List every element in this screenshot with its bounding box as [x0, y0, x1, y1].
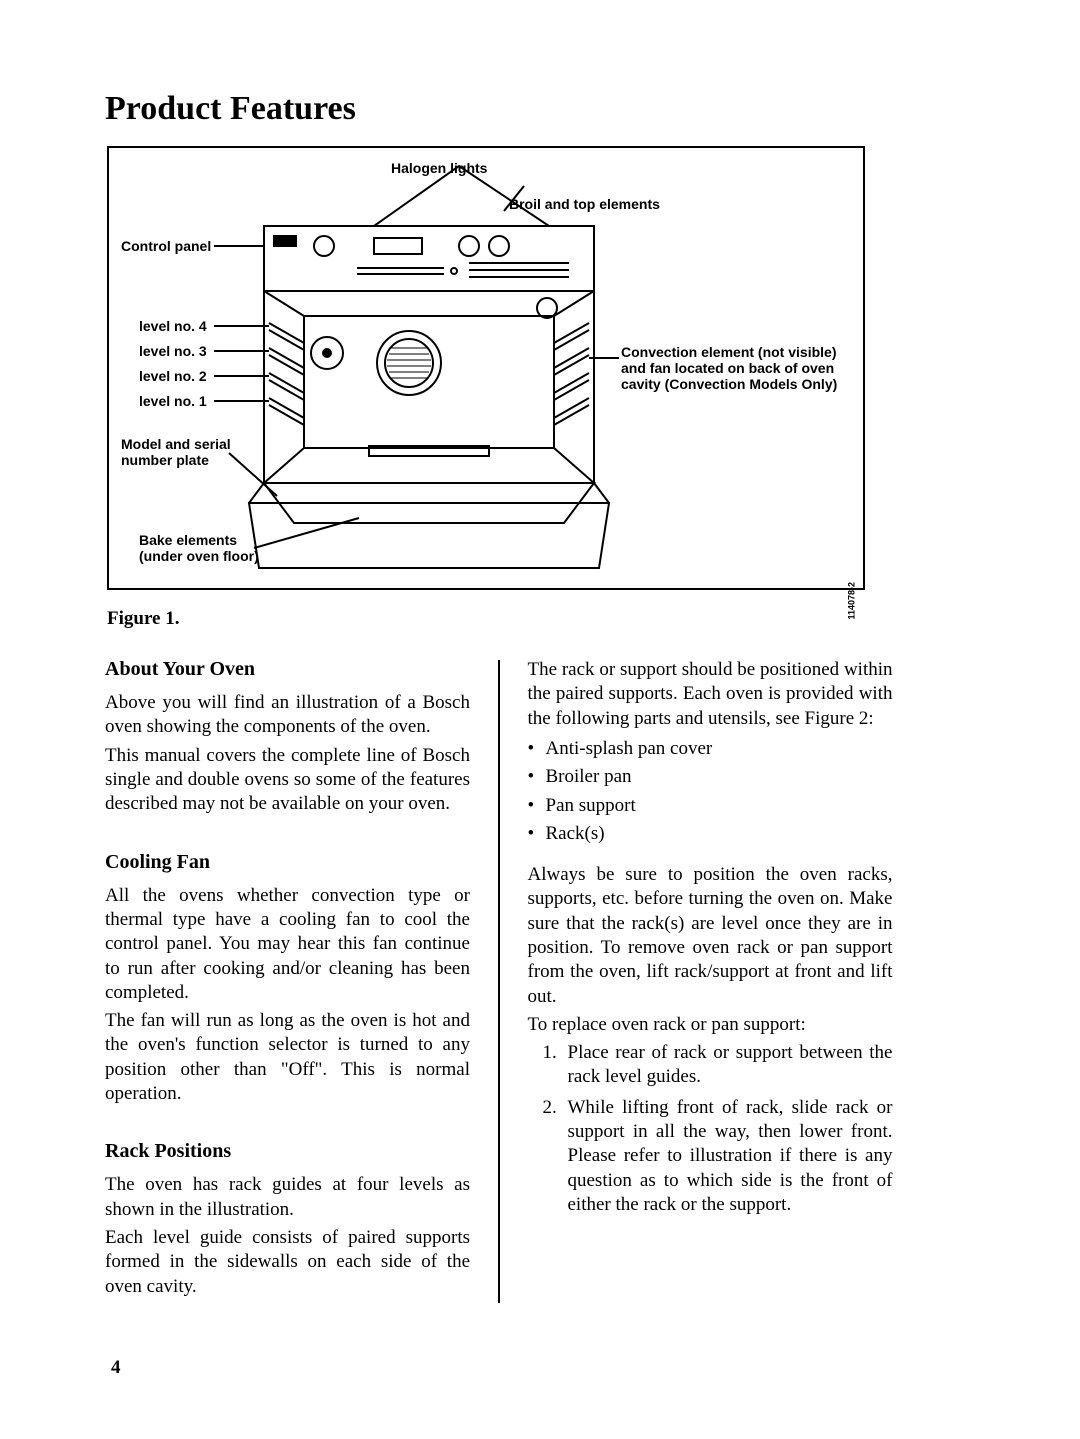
list-item: Place rear of rack or support between th… [562, 1041, 893, 1090]
replace-steps: Place rear of rack or support between th… [528, 1041, 893, 1217]
about-p1: Above you will find an illustration of a… [105, 691, 470, 740]
page: Product Features [0, 0, 1080, 1439]
label-model1: Model and serial [121, 436, 231, 453]
label-lvl4: level no. 4 [139, 318, 207, 335]
parts-list: Anti-splash pan cover Broiler pan Pan su… [528, 735, 893, 849]
figure-side-number: 114078-2 [847, 582, 857, 620]
figure-1: Halogen lights Broil and top elements Co… [107, 146, 865, 590]
page-number: 4 [111, 1357, 970, 1379]
figure-caption: Figure 1. [107, 608, 970, 630]
heading-rack: Rack Positions [105, 1140, 470, 1163]
about-p2: This manual covers the complete line of … [105, 744, 470, 817]
right-column: The rack or support should be positioned… [528, 658, 893, 1303]
heading-cooling: Cooling Fan [105, 851, 470, 874]
heading-about: About Your Oven [105, 658, 470, 681]
cooling-p2: The fan will run as long as the oven is … [105, 1009, 470, 1106]
list-item: Pan support [528, 792, 893, 821]
list-item: Rack(s) [528, 820, 893, 849]
list-item: While lifting front of rack, slide rack … [562, 1096, 893, 1218]
rack-p2: Each level guide consists of paired supp… [105, 1226, 470, 1299]
label-conv2: and fan located on back of oven [621, 360, 834, 377]
label-bake1: Bake elements [139, 532, 237, 549]
body-columns: About Your Oven Above you will find an i… [105, 658, 970, 1303]
label-halogen: Halogen lights [391, 160, 487, 177]
label-control: Control panel [121, 238, 211, 255]
column-divider [498, 660, 500, 1303]
page-title: Product Features [105, 90, 970, 128]
left-column: About Your Oven Above you will find an i… [105, 658, 470, 1303]
label-conv3: cavity (Convection Models Only) [621, 376, 837, 393]
label-lvl1: level no. 1 [139, 393, 207, 410]
label-bake2: (under oven floor) [139, 548, 259, 565]
cooling-p1: All the ovens whether convection type or… [105, 884, 470, 1006]
rack-p1: The oven has rack guides at four levels … [105, 1173, 470, 1222]
label-lvl2: level no. 2 [139, 368, 207, 385]
list-item: Broiler pan [528, 763, 893, 792]
label-lvl3: level no. 3 [139, 343, 207, 360]
right-p2: Always be sure to position the oven rack… [528, 863, 893, 1009]
label-model2: number plate [121, 452, 209, 469]
label-broil: Broil and top elements [509, 196, 660, 213]
label-conv1: Convection element (not visible) [621, 344, 836, 361]
list-item: Anti-splash pan cover [528, 735, 893, 764]
right-p3: To replace oven rack or pan support: [528, 1013, 893, 1037]
right-p1: The rack or support should be positioned… [528, 658, 893, 731]
